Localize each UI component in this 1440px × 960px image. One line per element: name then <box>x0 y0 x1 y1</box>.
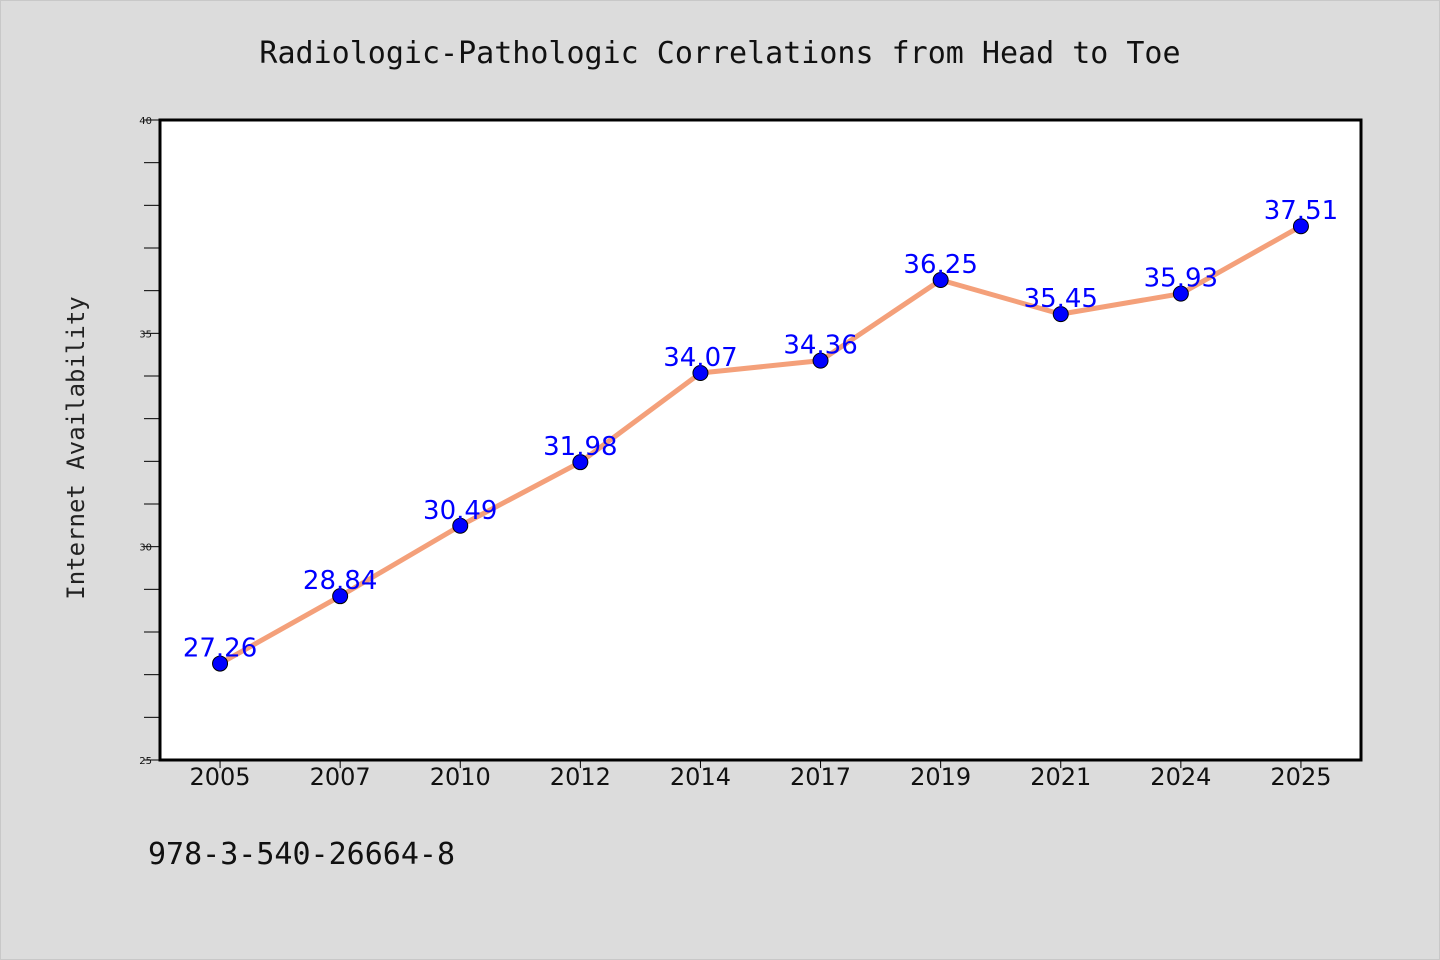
data-point <box>1172 285 1189 302</box>
x-axis: 2005 2007 2010 2012 2014 2017 2019 2021 2024 2025 <box>190 760 1331 791</box>
data-label: 31.98 <box>543 432 617 462</box>
data-label: 34.07 <box>663 343 737 373</box>
y-tick-label: 40 <box>139 116 152 127</box>
chart-title: Radiologic-Pathologic Correlations from … <box>259 36 1180 71</box>
data-point <box>812 352 829 369</box>
data-label: 37.51 <box>1264 196 1338 226</box>
data-label: 36.25 <box>903 250 977 280</box>
y-tick-label: 25 <box>139 756 152 767</box>
data-point <box>212 655 229 672</box>
data-label: 35.93 <box>1144 264 1218 294</box>
x-tick-label: 2007 <box>310 763 371 791</box>
series-layer <box>212 218 1309 672</box>
x-tick-label: 2012 <box>550 763 611 791</box>
data-point <box>332 588 349 605</box>
data-label: 30.49 <box>423 496 497 526</box>
x-tick-label: 2025 <box>1270 763 1331 791</box>
data-point <box>572 454 589 471</box>
y-tick-label: 35 <box>139 329 152 340</box>
x-tick-label: 2021 <box>1030 763 1091 791</box>
data-point <box>452 517 469 534</box>
x-tick-label: 2019 <box>910 763 971 791</box>
data-label-layer: 27.26 28.84 30.49 31.98 34.07 34.36 36.25 35.45… <box>183 196 1338 663</box>
data-label: 34.36 <box>783 331 857 361</box>
data-label: 27.26 <box>183 634 257 664</box>
x-tick-label: 2017 <box>790 763 851 791</box>
series-line <box>217 223 1304 667</box>
x-tick-label: 2010 <box>430 763 491 791</box>
plot-area <box>158 118 1363 762</box>
x-tick-label: 2005 <box>190 763 251 791</box>
y-axis: 25 30 35 40 <box>139 116 160 767</box>
isbn-text: 978-3-540-26664-8 <box>148 837 455 872</box>
data-point <box>1052 306 1069 323</box>
data-point <box>1292 218 1309 235</box>
data-point <box>692 365 709 382</box>
x-tick-label: 2024 <box>1150 763 1211 791</box>
y-tick-label: 30 <box>139 543 152 554</box>
data-point <box>932 272 949 288</box>
data-label: 35.45 <box>1024 284 1098 314</box>
data-label: 28.84 <box>303 566 377 596</box>
x-tick-label: 2014 <box>670 763 731 791</box>
y-axis-label: Internet Availability <box>62 296 90 599</box>
